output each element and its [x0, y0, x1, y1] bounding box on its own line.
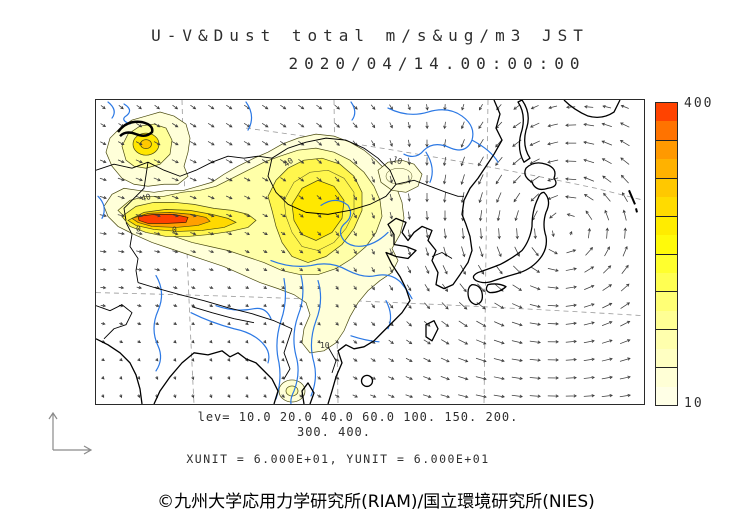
colorbar-cell — [656, 367, 677, 387]
tianshan-ridge — [116, 120, 154, 138]
colorbar-cell — [656, 291, 677, 311]
colorbar-cell — [656, 310, 677, 330]
colorbar-cell — [656, 235, 677, 254]
coast-india-west — [96, 338, 143, 404]
colorbar-cell — [656, 253, 677, 273]
colorbar-cell — [656, 139, 677, 160]
river-lines — [97, 101, 499, 404]
colorbar-cell — [656, 159, 677, 178]
copyright-credit: ©九州大学応用力学研究所(RIAM)/国立環境研究所(NIES) — [157, 492, 595, 512]
colorbar-cell — [656, 215, 677, 236]
chart-timestamp: 2020/04/14.00:00:00 — [288, 54, 586, 73]
colorbar-cell — [656, 197, 677, 216]
coast-hainan — [360, 374, 374, 388]
kuril-mark — [628, 189, 638, 213]
contour-levels-line1: lev= 10.0 20.0 40.0 60.0 100. 150. 200. — [197, 410, 519, 424]
colorbar — [655, 102, 678, 406]
coast-taiwan — [425, 320, 439, 342]
contour-label: 10 — [320, 341, 330, 350]
coastlines — [96, 100, 638, 404]
coast-gulf-thailand — [301, 382, 315, 404]
colorbar-cell — [656, 348, 677, 368]
coast-mainland-asia — [327, 100, 503, 404]
coast-okhotsk — [563, 100, 621, 119]
colorbar-cell — [656, 272, 677, 292]
coast-honshu — [472, 191, 550, 284]
contour-label: 0 — [136, 224, 141, 233]
chart-title: U-V&Dust total m/s&ug/m3 JST — [151, 26, 589, 45]
coast-hokkaido — [524, 162, 557, 191]
axis-arrows-icon — [48, 411, 93, 455]
coast-shikoku — [485, 283, 507, 294]
coast-kyushu — [467, 283, 484, 306]
colorbar-cell — [656, 103, 677, 122]
colorbar-cell — [656, 386, 677, 405]
contour-levels-line2: 300. 400. — [296, 425, 372, 439]
contour-label: 40 — [140, 192, 152, 203]
xunit-yunit-line: XUNIT = 6.000E+01, YUNIT = 6.000E+01 — [186, 452, 490, 466]
wind-vector-field — [99, 104, 631, 399]
contour-label: 0 — [172, 225, 177, 234]
coast-sakhalin — [517, 100, 531, 163]
colorbar-cell — [656, 177, 677, 198]
colorbar-min-label: 10 — [684, 396, 704, 411]
coast-india-east — [153, 350, 279, 404]
colorbar-cell — [656, 329, 677, 349]
dust-contour-fills — [103, 111, 423, 403]
country-borders — [96, 137, 464, 380]
colorbar-max-label: 400 — [684, 96, 714, 111]
map-panel: 40 0 0 40 10 10 — [95, 99, 645, 405]
colorbar-cell — [656, 121, 677, 140]
contour-label: 10 — [391, 155, 403, 167]
